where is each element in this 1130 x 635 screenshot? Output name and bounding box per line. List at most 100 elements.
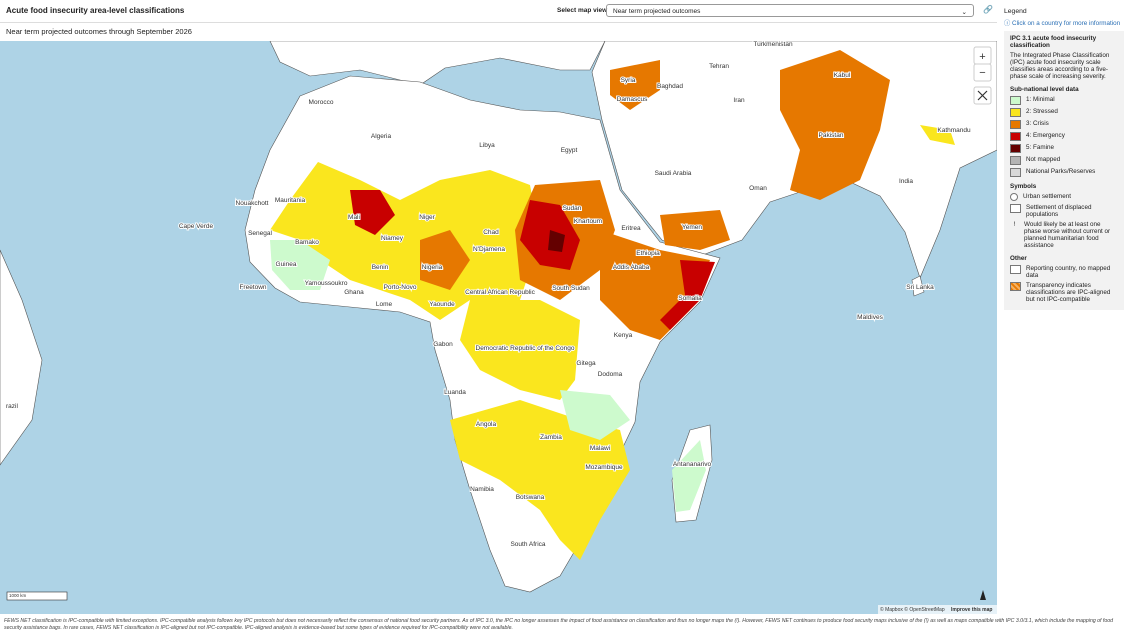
legend-swatch bbox=[1010, 156, 1021, 165]
legend-item: Reporting country, no mapped data bbox=[1010, 265, 1118, 279]
scale-bar bbox=[6, 591, 68, 601]
other-title: Other bbox=[1010, 255, 1027, 262]
page-title: Acute food insecurity area-level classif… bbox=[6, 6, 185, 15]
legend-item: Settlement of displaced populations bbox=[1010, 204, 1118, 218]
legend-item: 1: Minimal bbox=[1010, 96, 1118, 105]
legend-item: 5: Famine bbox=[1010, 144, 1118, 153]
footer-note: FEWS NET classification is IPC-compatibl… bbox=[4, 618, 1114, 631]
place-label: Freetown bbox=[239, 284, 266, 291]
other-swatch bbox=[1010, 265, 1021, 274]
place-label: Gitega bbox=[576, 360, 596, 367]
place-label: Baghdad bbox=[657, 83, 683, 90]
legend-label: 5: Famine bbox=[1026, 144, 1054, 151]
place-label: Pakistan bbox=[819, 132, 844, 139]
place-label: Niger bbox=[419, 214, 435, 221]
improve-link[interactable]: Improve this map bbox=[951, 607, 992, 613]
place-label: N'Djamena bbox=[473, 246, 505, 253]
other-swatch bbox=[1010, 282, 1021, 291]
legend-item: ! Would likely be at least one phase wors… bbox=[1010, 221, 1118, 249]
map[interactable]: Turkmenistan Tehran Syria Damascus Baghdad Ir… bbox=[0, 41, 997, 614]
attribution-bg bbox=[878, 605, 997, 614]
place-label: Yamoussoukro bbox=[305, 280, 348, 287]
place-label: Oman bbox=[749, 185, 767, 192]
place-label: Zambia bbox=[540, 434, 562, 441]
legend-label: 3: Crisis bbox=[1026, 120, 1049, 127]
symbols-title: Symbols bbox=[1010, 183, 1037, 190]
place-label: Central African Republic bbox=[465, 289, 535, 296]
legend-swatch bbox=[1010, 108, 1021, 117]
legend-panel: Legend ⓘ Click on a country for more inf… bbox=[1004, 8, 1124, 310]
place-label: Niamey bbox=[381, 235, 404, 242]
header: Acute food insecurity area-level classif… bbox=[0, 0, 997, 23]
ipc-areas bbox=[270, 50, 955, 560]
place-label: Guinea bbox=[276, 261, 297, 268]
place-label: Libya bbox=[479, 142, 495, 149]
place-label: Turkmenistan bbox=[753, 41, 793, 48]
phase-list: 1: Minimal 2: Stressed 3: Crisis 4: Emergen… bbox=[1010, 96, 1118, 177]
chevron: ⌄ bbox=[961, 9, 967, 16]
legend-label: Not mapped bbox=[1026, 156, 1061, 163]
legend-label: 2: Stressed bbox=[1026, 108, 1058, 115]
legend-label: National Parks/Reserves bbox=[1026, 168, 1096, 175]
legend-item: Transparency indicates classifications a… bbox=[1010, 282, 1118, 303]
legend-label: Settlement of displaced populations bbox=[1026, 204, 1092, 218]
place-label: Porto-Novo bbox=[384, 284, 417, 291]
symbol-icon bbox=[1010, 193, 1018, 201]
legend-hint[interactable]: ⓘ Click on a country for more informatio… bbox=[1004, 20, 1121, 27]
scale-label: 1000 km bbox=[9, 593, 27, 598]
subtitle: Near term projected outcomes through Sep… bbox=[6, 27, 192, 36]
place-label: Gabon bbox=[433, 341, 453, 348]
legend-swatch bbox=[1010, 132, 1021, 141]
place-label: Kathmandu bbox=[937, 127, 971, 134]
place-label: razil bbox=[6, 403, 18, 410]
legend-swatch bbox=[1010, 144, 1021, 153]
legend-item: 3: Crisis bbox=[1010, 120, 1118, 129]
place-label: Angola bbox=[476, 421, 497, 428]
place-label: Maldives bbox=[857, 314, 883, 321]
place-label: Kabul bbox=[834, 72, 851, 79]
ipc-desc: The Integrated Phase Classification (IPC… bbox=[1010, 52, 1110, 80]
place-label: Iran bbox=[733, 97, 745, 104]
place-label: Mali bbox=[348, 214, 360, 221]
place-label: Sudan bbox=[563, 205, 582, 212]
place-label: Kenya bbox=[614, 332, 633, 339]
place-label: Nouakchott bbox=[236, 200, 269, 207]
hint-text: Click on a country for more information bbox=[1012, 20, 1121, 27]
place-label: Yemen bbox=[682, 224, 702, 231]
legend-label: Urban settlement bbox=[1023, 193, 1071, 200]
link-icon[interactable]: 🔗 bbox=[983, 5, 993, 14]
place-label: Ethiopia bbox=[636, 250, 660, 257]
place-label: Khartoum bbox=[574, 218, 602, 225]
place-label: Mauritania bbox=[275, 197, 306, 204]
place-label: Egypt bbox=[561, 147, 578, 154]
place-label: Nigeria bbox=[422, 264, 443, 271]
place-label: India bbox=[899, 178, 913, 185]
place-label: South Africa bbox=[510, 541, 545, 548]
place-label: Namibia bbox=[470, 486, 494, 493]
place-label: Tehran bbox=[709, 63, 729, 70]
place-label: Algeria bbox=[371, 133, 392, 140]
legend-swatch bbox=[1010, 120, 1021, 129]
zoom-out-button[interactable] bbox=[973, 63, 992, 82]
map-view-dropdown[interactable]: Near term projected outcomes ⌄ bbox=[606, 4, 974, 17]
select-label: Select map view bbox=[557, 7, 608, 14]
place-label: Lome bbox=[376, 301, 393, 308]
legend-label: 4: Emergency bbox=[1026, 132, 1065, 139]
place-label: Chad bbox=[483, 229, 499, 236]
place-label: Cape Verde bbox=[179, 223, 214, 230]
place-label: Morocco bbox=[309, 99, 334, 106]
legend-item: Urban settlement bbox=[1010, 193, 1118, 201]
place-label: Luanda bbox=[444, 389, 466, 396]
fullscreen-icon bbox=[977, 90, 988, 101]
dropdown-value: Near term projected outcomes bbox=[613, 8, 701, 15]
legend-label: Would likely be at least one phase worse… bbox=[1024, 221, 1111, 249]
symbol-icon bbox=[1010, 204, 1021, 213]
zoom-in: + bbox=[979, 51, 985, 63]
legend-swatch bbox=[1010, 96, 1021, 105]
place-label: Botswana bbox=[516, 494, 545, 501]
place-labels: Turkmenistan Tehran Syria Damascus Baghdad Ir… bbox=[5, 41, 972, 549]
sub-title: Sub-national level data bbox=[1010, 86, 1079, 93]
legend-item: 2: Stressed bbox=[1010, 108, 1118, 117]
symbol-icon: ! bbox=[1013, 221, 1016, 228]
